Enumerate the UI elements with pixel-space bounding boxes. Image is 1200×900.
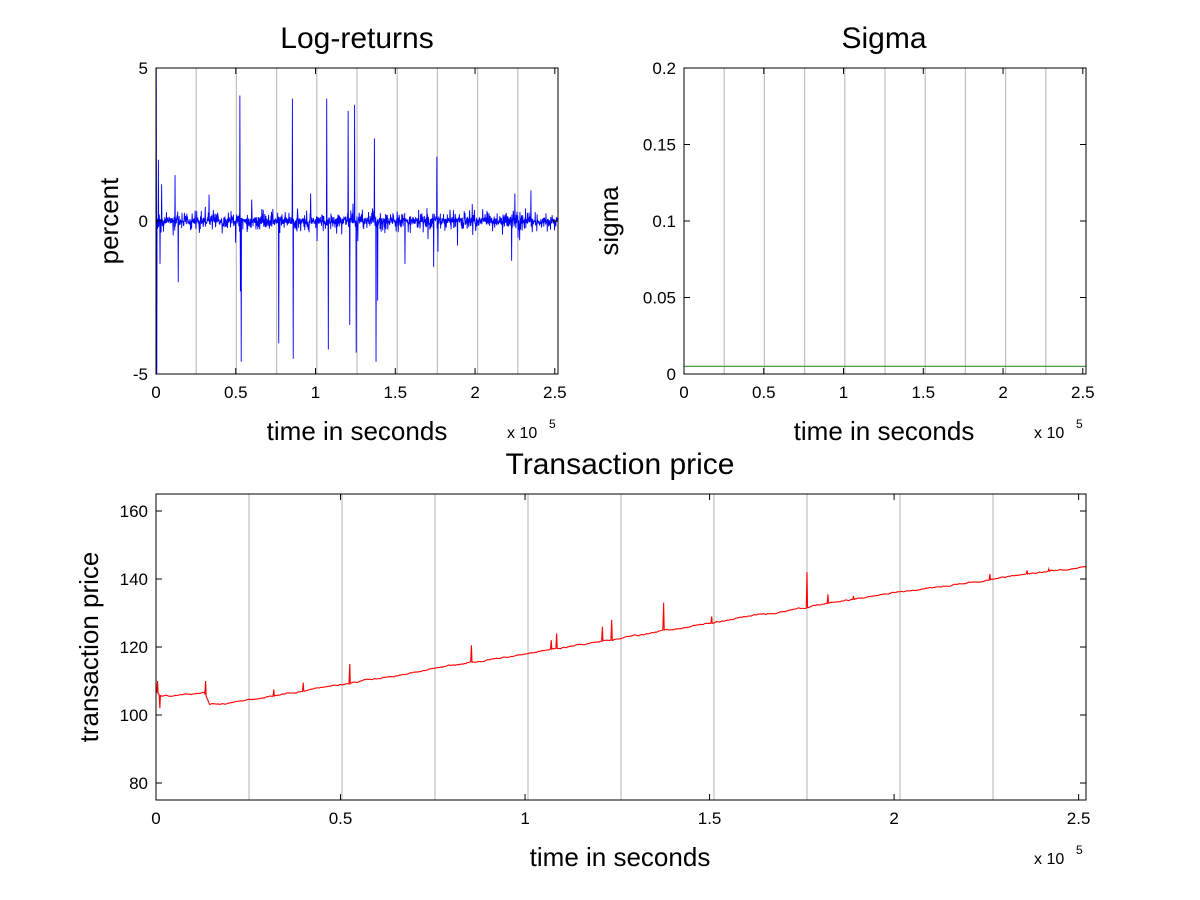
x-tick-label: 0 — [151, 383, 160, 402]
x-tick-label: 1.5 — [698, 809, 722, 828]
x-tick-label: 2.5 — [543, 383, 567, 402]
gridlines — [723, 68, 1047, 374]
y-tick-label: 0.15 — [643, 136, 676, 155]
ticks: 0 0.5 1 1.5 2 2.5 80 100 120 140 160 — [120, 494, 1091, 828]
y-tick-label: 120 — [120, 638, 148, 657]
x-tick-label: 0 — [679, 383, 688, 402]
x-axis-multiplier: x 10 — [1034, 425, 1064, 442]
y-tick-label: 160 — [120, 502, 148, 521]
y-tick-label: 140 — [120, 570, 148, 589]
series-layer — [155, 565, 1087, 709]
y-tick-label: 0.05 — [643, 289, 676, 308]
chart-title: Log-returns — [280, 22, 433, 55]
log-returns-panel: 0 0.5 1 1.5 2 2.5-505 Log-returns time in sec… — [94, 22, 567, 446]
x-axis-multiplier: x 10 — [1034, 851, 1064, 868]
x-axis-label: time in seconds — [794, 416, 975, 446]
x-tick-label: 2.5 — [1067, 809, 1091, 828]
series-layer — [155, 67, 559, 375]
x-tick-label: 0.5 — [752, 383, 776, 402]
y-tick-label: 80 — [129, 774, 148, 793]
x-tick-label: 1.5 — [383, 383, 407, 402]
x-tick-label: 2 — [998, 383, 1007, 402]
x-tick-label: 1 — [839, 383, 848, 402]
y-axis-label: sigma — [594, 186, 624, 256]
chart-title: Transaction price — [506, 448, 735, 481]
x-axis-multiplier: x 10 — [507, 425, 537, 442]
chart-title: Sigma — [841, 22, 926, 55]
x-tick-label: 1 — [520, 809, 529, 828]
x-tick-label: 1 — [311, 383, 320, 402]
y-tick-label: 0 — [139, 212, 148, 231]
y-tick-label: 100 — [120, 706, 148, 725]
y-tick-label: 0.1 — [652, 212, 676, 231]
x-tick-label: 0 — [151, 809, 160, 828]
y-tick-label: 5 — [139, 59, 148, 78]
x-tick-label: 2.5 — [1071, 383, 1095, 402]
transaction-price-panel: 0 0.5 1 1.5 2 2.5 80 100 120 140 160 Transaction p… — [74, 448, 1090, 872]
series-line — [155, 67, 559, 375]
x-tick-label: 0.5 — [329, 809, 353, 828]
x-axis-label: time in seconds — [530, 842, 711, 872]
ticks: 0 0.5 1 1.5 2 2.5 0 0.05 0.1 0.15 0.2 — [643, 59, 1095, 402]
x-tick-label: 1.5 — [911, 383, 935, 402]
x-tick-label: 2 — [889, 809, 898, 828]
x-axis-exponent: 5 — [1076, 417, 1083, 431]
x-axis-exponent: 5 — [1076, 843, 1083, 857]
y-tick-label: -5 — [133, 365, 148, 384]
y-axis-label: percent — [94, 177, 124, 264]
x-axis-label: time in seconds — [267, 416, 448, 446]
x-axis-exponent: 5 — [549, 417, 556, 431]
gridlines — [248, 494, 994, 800]
series-line — [155, 565, 1087, 709]
sigma-panel: 0 0.5 1 1.5 2 2.5 0 0.05 0.1 0.15 0.2 Sigma time i… — [594, 22, 1095, 446]
x-tick-label: 2 — [470, 383, 479, 402]
ticks: 0 0.5 1 1.5 2 2.5-505 — [133, 59, 567, 402]
y-axis-label: transaction price — [74, 552, 104, 743]
y-tick-label: 0 — [667, 365, 676, 384]
y-tick-label: 0.2 — [652, 59, 676, 78]
x-tick-label: 0.5 — [224, 383, 248, 402]
